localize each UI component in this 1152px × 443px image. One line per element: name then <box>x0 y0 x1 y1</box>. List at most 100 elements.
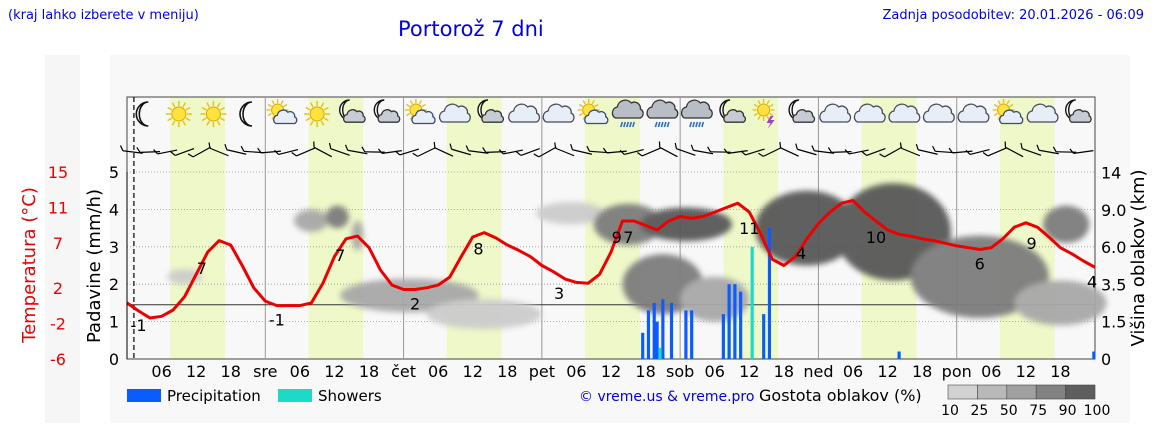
x-tick-label: 12 <box>186 362 206 381</box>
cloud-blob <box>1014 280 1107 326</box>
wind-barb-icon <box>948 147 973 154</box>
precipitation-bar <box>721 314 725 359</box>
partly-sunny-icon <box>266 99 298 125</box>
wind-barb-icon <box>1036 144 1059 155</box>
x-tick-label: 06 <box>705 362 725 381</box>
cloud-icon <box>508 103 541 123</box>
x-tick-label: 18 <box>774 362 794 381</box>
precipitation-bar <box>652 302 656 359</box>
wind-barb-icon <box>658 141 678 158</box>
cloud-blob <box>1043 205 1090 244</box>
cloud-height-tick-label: 0 <box>1101 350 1111 369</box>
precipitation-bar <box>767 228 772 359</box>
location-hint-link[interactable]: (kraj lahko izberete v meniju) <box>8 8 199 23</box>
moon-icon <box>135 101 149 127</box>
wind-barb-icon <box>795 143 817 156</box>
cloud-density-title: Gostota oblakov (%) <box>759 386 922 405</box>
wind-barb-icon <box>1020 142 1042 156</box>
cloud-height-tick-label: 3.5 <box>1101 275 1126 294</box>
x-tick-label: 18 <box>221 362 241 381</box>
precipitation-bar <box>1092 351 1096 359</box>
precipitation-bar <box>661 299 665 359</box>
legend-precip-label: Precipitation <box>167 387 261 405</box>
wind-barb-icon <box>533 146 557 158</box>
wind-barb-icon <box>779 141 799 157</box>
cloud-height-axis-title: Višina oblakov (km) <box>1128 169 1149 346</box>
x-tick-label: 12 <box>739 362 759 381</box>
cloud-icon <box>888 103 921 123</box>
precip-tick-label: 3 <box>109 238 119 257</box>
rain-cloud-icon <box>680 99 713 128</box>
temperature-line <box>126 199 1096 320</box>
moon-icon <box>239 101 253 127</box>
temperature-label: 6 <box>975 254 985 273</box>
moon-cloud-icon <box>719 99 747 123</box>
wind-barb-icon <box>433 141 454 157</box>
cloud-height-tick-label: 14 <box>1101 164 1121 183</box>
rain-cloud-icon <box>646 99 679 128</box>
temperature-label: 4 <box>796 244 806 263</box>
partly-sunny-icon <box>577 99 609 125</box>
moon-cloud-icon <box>373 99 401 123</box>
wind-barb-icon <box>965 148 990 156</box>
wind-barb-icon <box>915 144 938 155</box>
temp-tick-label: -2 <box>50 314 66 333</box>
wind-barb-icon <box>554 142 575 157</box>
precipitation-bar <box>733 284 737 359</box>
x-tick-label: pet <box>529 362 555 381</box>
precipitation-bar <box>739 291 743 359</box>
wind-barb-icon <box>224 144 247 155</box>
cloud-density-swatch <box>1006 384 1037 400</box>
x-tick-label: 18 <box>359 362 379 381</box>
cloud-density-level: 10 <box>941 403 959 419</box>
wind-barb-icon <box>674 142 696 156</box>
wind-barb-icon <box>570 144 593 155</box>
precip-tick-label: 0 <box>109 350 119 369</box>
x-tick-label: 18 <box>635 362 655 381</box>
precipitation-bar <box>641 332 645 359</box>
temp-tick-label: 15 <box>48 163 68 182</box>
cloud-height-tick-label: 9.0 <box>1101 201 1126 220</box>
precipitation-bar <box>669 302 674 359</box>
wind-barb-icon <box>274 148 299 156</box>
wind-barb-icon <box>257 147 282 154</box>
showers-bar <box>750 246 754 359</box>
wind-barb-icon <box>619 148 644 156</box>
legend-showers-label: Showers <box>318 387 382 405</box>
cloud-icon <box>853 103 886 123</box>
cloud-density-swatch <box>977 384 1008 400</box>
precipitation-bar <box>646 310 651 359</box>
temperature-label: -1 <box>269 311 285 330</box>
cloud-icon <box>957 103 990 123</box>
cloud-icon <box>438 103 471 123</box>
x-tick-label: sre <box>253 362 277 381</box>
last-update: Zadnja posodobitev: 20.01.2026 - 06:09 <box>882 8 1144 23</box>
wind-barb-icon <box>498 149 523 155</box>
credit-link[interactable]: © vreme.us & vreme.pro <box>579 389 754 405</box>
cloud-blob <box>910 235 1049 318</box>
precipitation-bar <box>727 284 731 359</box>
wind-barb-icon <box>879 146 903 158</box>
rain-cloud-icon <box>611 99 644 128</box>
temp-tick-label: 2 <box>53 279 63 298</box>
x-tick-label: 18 <box>497 362 517 381</box>
partly-sunny-icon <box>992 99 1024 125</box>
wind-barb-icon <box>208 142 229 157</box>
x-tick-label: 06 <box>843 362 863 381</box>
x-tick-label: 12 <box>877 362 897 381</box>
x-tick-label: 06 <box>981 362 1001 381</box>
wind-barb-icon <box>136 147 161 153</box>
x-tick-label: čet <box>391 362 416 381</box>
wind-barb-icon <box>313 141 333 158</box>
cloud-blob <box>593 203 663 245</box>
temperature-label: 7 <box>197 259 207 278</box>
wind-barb-icon <box>119 145 143 154</box>
wind-barb-icon <box>1004 141 1024 158</box>
temp-tick-label: -6 <box>50 350 66 369</box>
left-panel <box>45 55 80 423</box>
temperature-label: 3 <box>554 284 564 303</box>
x-tick-label: pon <box>942 362 972 381</box>
precip-tick-label: 5 <box>109 163 119 182</box>
cloud-icon <box>819 103 852 123</box>
precipitation-bar <box>762 314 766 359</box>
